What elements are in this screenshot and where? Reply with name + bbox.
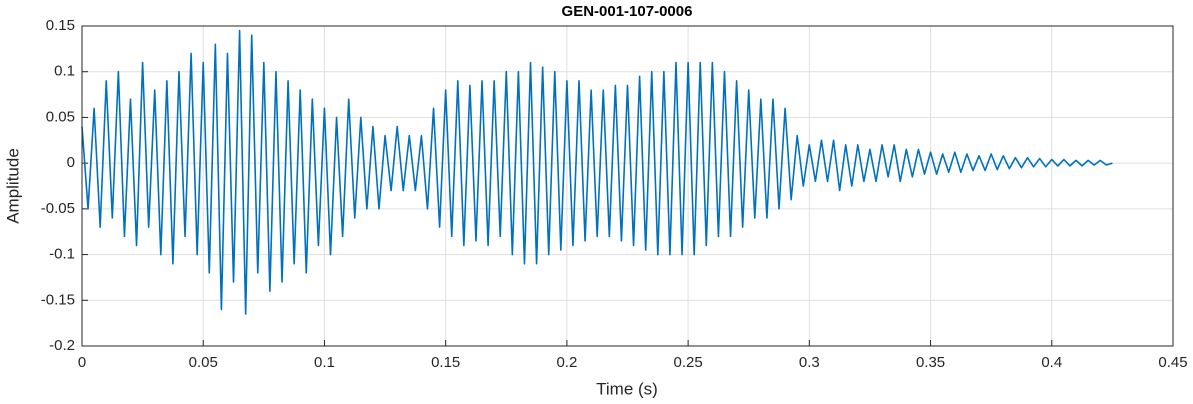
y-tick-label: 0.15: [46, 17, 75, 34]
x-tick-label: 0.25: [674, 354, 703, 371]
x-tick-label: 0.2: [556, 354, 577, 371]
x-tick-label: 0.35: [916, 354, 945, 371]
y-tick-label: 0.1: [54, 63, 75, 80]
x-tick-label: 0.4: [1041, 354, 1062, 371]
x-tick-label: 0.3: [799, 354, 820, 371]
y-tick-label: 0.05: [46, 108, 75, 125]
y-tick-label: 0: [67, 154, 75, 171]
x-tick-label: 0.15: [431, 354, 460, 371]
x-tick-label: 0.05: [189, 354, 218, 371]
y-tick-label: -0.2: [49, 337, 75, 354]
y-tick-label: -0.15: [41, 291, 75, 308]
x-tick-label: 0.45: [1158, 354, 1187, 371]
x-tick-label: 0: [78, 354, 86, 371]
y-axis-label: Amplitude: [3, 148, 22, 224]
waveform-line: [81, 29, 1113, 315]
x-tick-label: 0.1: [314, 354, 335, 371]
x-axis-label: Time (s): [596, 379, 658, 398]
y-tick-label: -0.05: [41, 200, 75, 217]
axes-box: [81, 25, 1174, 347]
y-tick-label: -0.1: [49, 246, 75, 263]
chart-title: GEN-001-107-0006: [562, 3, 693, 20]
